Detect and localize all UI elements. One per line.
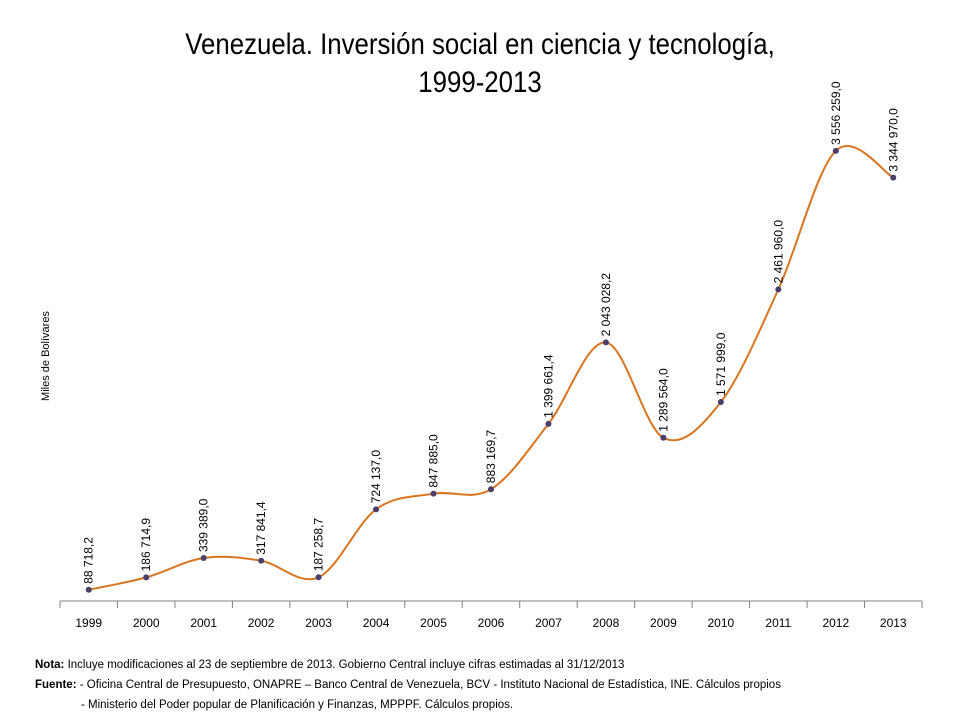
x-tick-label: 2007 <box>535 616 562 630</box>
x-tick-label: 2005 <box>420 616 447 630</box>
data-label: 187 258,7 <box>312 518 326 572</box>
source-row: Fuente: - Oficina Central de Presupuesto… <box>35 675 781 695</box>
data-points <box>85 147 897 593</box>
data-point <box>890 174 897 181</box>
data-point <box>315 574 322 581</box>
data-label: 88 718,2 <box>82 537 96 584</box>
x-tick-label: 1999 <box>75 616 102 630</box>
x-tick-label: 2003 <box>305 616 332 630</box>
data-label: 847 885,0 <box>427 434 441 488</box>
data-point <box>660 434 667 441</box>
x-tick-label: 2009 <box>650 616 677 630</box>
data-label: 1 399 661,4 <box>541 354 555 418</box>
data-label: 2 461 960,0 <box>771 220 785 284</box>
source-text-2: - Ministerio del Poder popular de Planif… <box>81 699 514 711</box>
data-labels: 88 718,2 186 714,9 339 389,0 317 841,4 187 2… <box>82 81 901 584</box>
chart-title-line2: 1999-2013 <box>418 66 542 99</box>
data-label: 1 289 564,0 <box>656 368 670 432</box>
data-label: 317 841,4 <box>254 501 268 555</box>
chart-title: Venezuela. Inversión social en ciencia y… <box>67 26 893 102</box>
data-label: 883 169,7 <box>484 429 498 483</box>
data-point <box>832 147 839 154</box>
data-point <box>85 586 92 593</box>
x-tick-label: 2002 <box>248 616 275 630</box>
data-label: 3 344 970,0 <box>886 108 900 172</box>
source-row-2: - Ministerio del Poder popular de Planif… <box>35 695 781 715</box>
source-text-1: - Oficina Central de Presupuesto, ONAPRE… <box>79 679 781 691</box>
data-point <box>488 486 494 493</box>
data-label: 2 043 028,2 <box>599 273 613 337</box>
data-point <box>373 506 380 513</box>
x-tick-label: 2001 <box>190 616 217 630</box>
x-tick-label: 2006 <box>478 616 505 630</box>
note-label: Nota: <box>35 659 65 671</box>
data-point <box>143 574 150 581</box>
data-point <box>430 490 437 497</box>
x-tick-label: 2010 <box>708 616 735 630</box>
x-tick-label: 2013 <box>880 616 907 630</box>
data-point <box>200 555 207 562</box>
x-tick-label: 2012 <box>822 616 849 630</box>
data-label: 3 556 259,0 <box>829 81 843 145</box>
source-label: Fuente: <box>35 679 77 691</box>
data-point <box>717 399 724 406</box>
data-point <box>775 286 782 293</box>
x-tick-label: 2004 <box>363 616 390 630</box>
x-tick-label: 2000 <box>133 616 160 630</box>
chart-title-line1: Venezuela. Inversión social en ciencia y… <box>185 28 775 61</box>
x-axis: 1999 2000 2001 2002 2003 2004 2005 2006 2007 2008… <box>59 600 923 630</box>
note-text: Incluye modificaciones al 23 de septiemb… <box>67 659 625 671</box>
data-point <box>258 557 265 564</box>
x-tick-label: 2011 <box>765 616 791 630</box>
data-label: 724 137,0 <box>369 450 383 504</box>
data-point <box>602 339 609 346</box>
data-point <box>545 420 552 427</box>
data-label: 186 714,9 <box>139 518 153 572</box>
data-label: 1 571 999,0 <box>714 332 728 396</box>
note-row: Nota: Incluye modificaciones al 23 de se… <box>35 655 781 675</box>
data-label: 339 389,0 <box>197 498 211 552</box>
x-tick-label: 2008 <box>593 616 620 630</box>
chart-notes: Nota: Incluye modificaciones al 23 de se… <box>35 655 781 715</box>
